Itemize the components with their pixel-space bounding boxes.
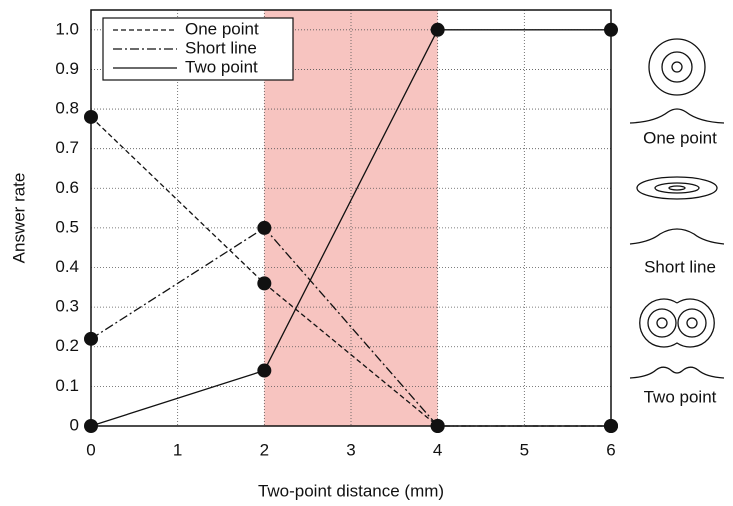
y-tick-label: 0 bbox=[70, 415, 79, 434]
legend-label: Two point bbox=[185, 57, 258, 76]
x-tick-label: 2 bbox=[260, 440, 269, 459]
data-point bbox=[84, 109, 98, 124]
side-label: One point bbox=[643, 128, 717, 147]
x-tick-label: 3 bbox=[346, 440, 355, 459]
data-point bbox=[257, 276, 272, 291]
legend-label: One point bbox=[185, 19, 259, 38]
y-tick-label: 0.2 bbox=[55, 336, 79, 355]
plot-frame bbox=[90, 9, 612, 427]
data-point bbox=[257, 363, 272, 378]
data-point bbox=[430, 419, 445, 433]
data-point bbox=[257, 220, 272, 235]
y-tick-label: 0.3 bbox=[55, 297, 79, 316]
y-tick-label: 1.0 bbox=[55, 19, 79, 38]
y-tick-label: 0.8 bbox=[55, 99, 79, 118]
data-point bbox=[84, 331, 98, 346]
series-line bbox=[90, 227, 611, 427]
x-tick-label: 1 bbox=[173, 440, 182, 459]
x-tick-label: 6 bbox=[606, 440, 615, 459]
y-axis-label: Answer rate bbox=[9, 173, 28, 264]
x-tick-label: 4 bbox=[433, 440, 442, 459]
side-label: Two point bbox=[644, 387, 717, 406]
legend-label: Short line bbox=[185, 38, 257, 57]
data-point bbox=[604, 22, 618, 37]
y-tick-label: 0.4 bbox=[55, 257, 79, 276]
data-point bbox=[604, 419, 618, 433]
y-tick-label: 0.1 bbox=[55, 376, 79, 395]
y-tick-label: 0.7 bbox=[55, 138, 79, 157]
series-line bbox=[90, 29, 611, 427]
series-line bbox=[90, 116, 611, 427]
x-tick-label: 5 bbox=[520, 440, 529, 459]
data-point bbox=[84, 419, 98, 433]
y-tick-label: 0.5 bbox=[55, 217, 79, 236]
x-axis-label: Two-point distance (mm) bbox=[258, 481, 444, 500]
side-label: Short line bbox=[644, 257, 716, 276]
x-tick-label: 0 bbox=[86, 440, 95, 459]
side-icons bbox=[629, 38, 725, 379]
data-point bbox=[430, 22, 445, 37]
y-tick-label: 0.6 bbox=[55, 178, 79, 197]
y-tick-label: 0.9 bbox=[55, 59, 79, 78]
